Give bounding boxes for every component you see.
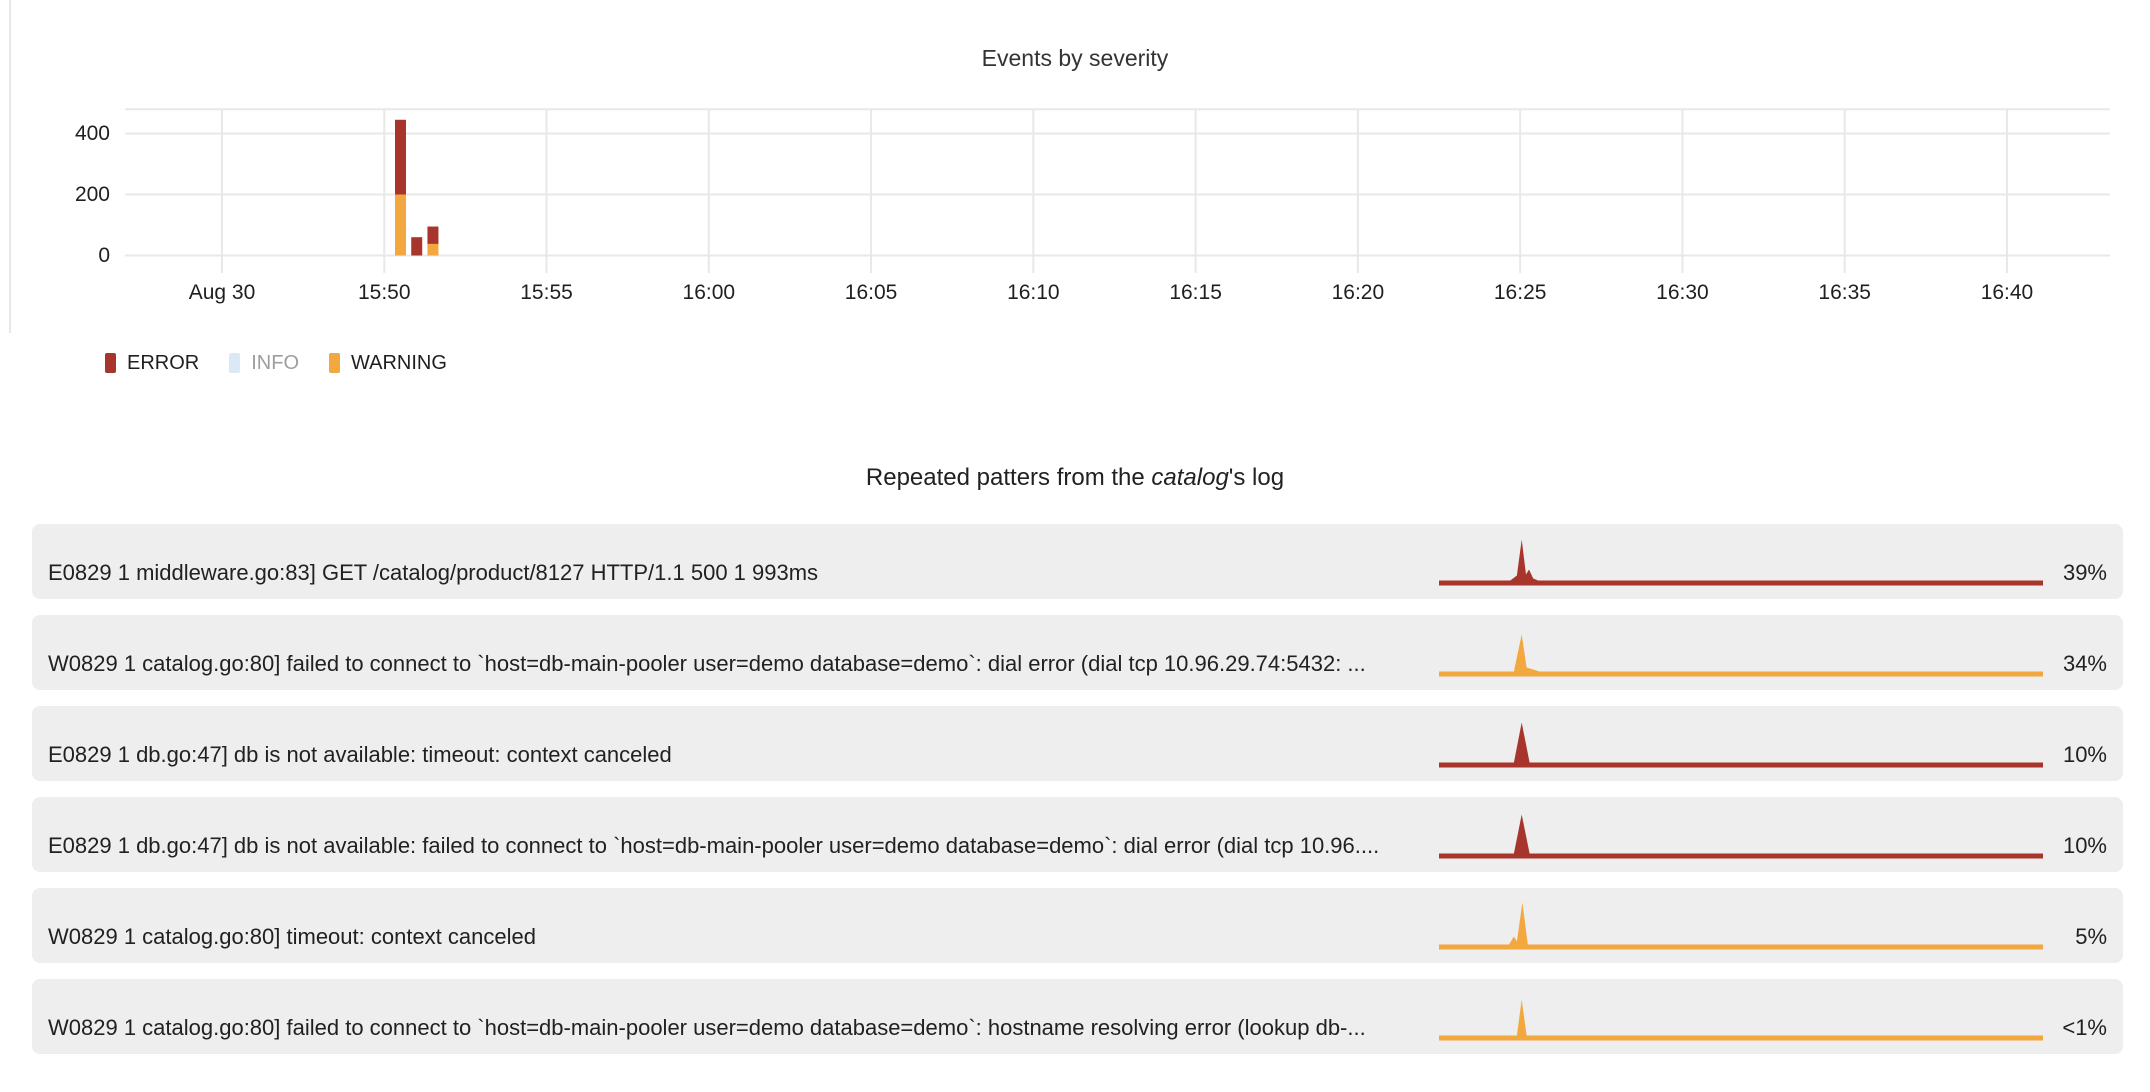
legend-swatch-info-icon bbox=[229, 353, 241, 373]
x-tick-label: 16:10 bbox=[1007, 281, 1060, 304]
chart-bars bbox=[394, 119, 439, 256]
x-tick-label: 16:05 bbox=[844, 281, 898, 304]
legend-item-warning[interactable]: WARNING bbox=[329, 349, 447, 377]
x-tick-label: 16:15 bbox=[1169, 281, 1222, 304]
panel-left-border bbox=[9, 0, 11, 333]
x-tick-label: Aug 30 bbox=[188, 281, 256, 304]
title-prefix: Repeated patters from the bbox=[865, 464, 1152, 491]
pattern-sparkline bbox=[1439, 902, 2043, 950]
log-pattern-row[interactable]: W0829 1 catalog.go:80] timeout: context … bbox=[32, 888, 2123, 963]
pattern-message: W0829 1 catalog.go:80] failed to connect… bbox=[48, 1015, 1366, 1040]
x-tick-label: 16:00 bbox=[682, 281, 736, 304]
title-service-name: catalog bbox=[1151, 464, 1229, 491]
pattern-percent: <1% bbox=[2062, 1015, 2107, 1040]
y-tick-label: 0 bbox=[98, 243, 110, 267]
x-tick-label: 16:30 bbox=[1656, 281, 1709, 304]
y-tick-label: 400 bbox=[74, 121, 110, 145]
pattern-message: W0829 1 catalog.go:80] failed to connect… bbox=[48, 651, 1366, 676]
chart-title: Events by severity bbox=[981, 45, 1169, 71]
title-suffix: 's log bbox=[1228, 464, 1285, 491]
pattern-sparkline bbox=[1439, 999, 2043, 1041]
x-tick-label: 16:25 bbox=[1493, 281, 1547, 304]
x-tick-label: 16:40 bbox=[1980, 281, 2034, 304]
pattern-sparkline bbox=[1439, 539, 2043, 586]
legend-item-error[interactable]: ERROR bbox=[105, 349, 199, 377]
pattern-percent: 39% bbox=[2062, 560, 2107, 585]
pattern-message: W0829 1 catalog.go:80] timeout: context … bbox=[48, 924, 536, 949]
y-tick-label: 200 bbox=[74, 182, 110, 206]
pattern-sparkline bbox=[1439, 814, 2043, 859]
log-pattern-row[interactable]: E0829 1 db.go:47] db is not available: t… bbox=[32, 706, 2123, 781]
pattern-message: E0829 1 db.go:47] db is not available: t… bbox=[48, 742, 672, 767]
pattern-message: E0829 1 middleware.go:83] GET /catalog/p… bbox=[48, 560, 819, 585]
log-patterns-title: Repeated patters from the catalog's log bbox=[0, 464, 2150, 492]
chart-legend: ERROR INFO WARNING bbox=[105, 349, 447, 377]
pattern-sparkline bbox=[1439, 722, 2043, 768]
legend-swatch-error-icon bbox=[105, 353, 116, 373]
legend-label: INFO bbox=[251, 352, 300, 374]
log-pattern-row[interactable]: E0829 1 db.go:47] db is not available: f… bbox=[32, 797, 2123, 872]
pattern-message: E0829 1 db.go:47] db is not available: f… bbox=[48, 833, 1380, 858]
x-tick-label: 16:20 bbox=[1331, 281, 1385, 304]
pattern-sparkline bbox=[1439, 634, 2043, 677]
legend-item-info[interactable]: INFO bbox=[229, 349, 299, 377]
log-pattern-row[interactable]: E0829 1 middleware.go:83] GET /catalog/p… bbox=[32, 524, 2123, 599]
x-tick-label: 15:50 bbox=[357, 281, 411, 304]
legend-label: WARNING bbox=[351, 352, 447, 374]
chart-gridlines bbox=[125, 108, 2110, 273]
legend-label: ERROR bbox=[127, 352, 200, 374]
pattern-percent: 5% bbox=[2075, 924, 2107, 949]
pattern-percent: 10% bbox=[2062, 833, 2107, 858]
log-pattern-row[interactable]: W0829 1 catalog.go:80] failed to connect… bbox=[32, 615, 2123, 690]
pattern-percent: 34% bbox=[2062, 651, 2107, 676]
pattern-percent: 10% bbox=[2062, 742, 2107, 767]
x-tick-label: 16:35 bbox=[1818, 281, 1871, 304]
bar-chart-plot[interactable] bbox=[0, 0, 2150, 340]
x-tick-label: 15:55 bbox=[520, 281, 573, 304]
log-pattern-row[interactable]: W0829 1 catalog.go:80] failed to connect… bbox=[32, 979, 2123, 1054]
legend-swatch-warning-icon bbox=[329, 353, 341, 373]
